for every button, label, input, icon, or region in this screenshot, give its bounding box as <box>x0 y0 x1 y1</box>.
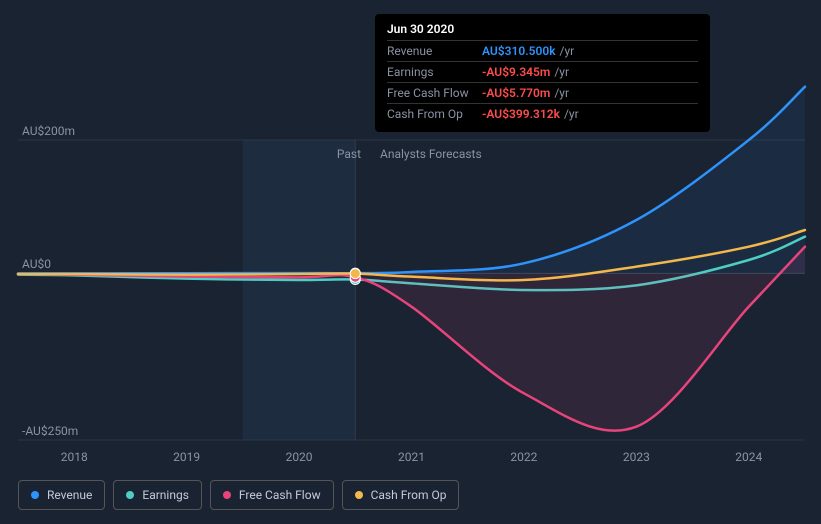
highlight-band <box>243 140 355 440</box>
x-axis-label: 2021 <box>398 450 425 464</box>
legend-item[interactable]: Cash From Op <box>342 480 460 510</box>
x-axis-label: 2019 <box>173 450 200 464</box>
past-label: Past <box>337 147 361 161</box>
legend-item[interactable]: Revenue <box>18 480 105 510</box>
tooltip-value: -AU$5.770m <box>482 86 550 100</box>
x-axis-label: 2020 <box>286 450 313 464</box>
x-axis-label: 2023 <box>623 450 650 464</box>
legend-label: Revenue <box>47 488 92 502</box>
legend: Revenue Earnings Free Cash Flow Cash From O… <box>18 480 459 510</box>
y-axis-label: -AU$250m <box>22 424 78 438</box>
tooltip-suffix: /yr <box>564 107 579 121</box>
y-axis-label: AU$200m <box>22 124 75 138</box>
tooltip-row: RevenueAU$310.500k/yr <box>387 40 698 61</box>
x-axis-label: 2018 <box>61 450 88 464</box>
legend-dot-icon <box>126 491 134 499</box>
legend-label: Cash From Op <box>371 488 447 502</box>
x-axis-label: 2022 <box>510 450 537 464</box>
tooltip-suffix: /yr <box>560 44 575 58</box>
legend-label: Earnings <box>142 488 189 502</box>
tooltip-value: AU$310.500k <box>482 44 556 58</box>
chart-container: Jun 30 2020 RevenueAU$310.500k/yrEarning… <box>0 0 821 524</box>
tooltip-label: Earnings <box>387 65 482 79</box>
tooltip-label: Revenue <box>387 44 482 58</box>
marker-dot[interactable] <box>350 269 360 279</box>
legend-label: Free Cash Flow <box>239 488 321 502</box>
tooltip-value: -AU$399.312k <box>482 107 560 121</box>
tooltip-row: Free Cash Flow-AU$5.770m/yr <box>387 82 698 103</box>
tooltip-label: Cash From Op <box>387 107 482 121</box>
chart-tooltip: Jun 30 2020 RevenueAU$310.500k/yrEarning… <box>375 14 710 132</box>
forecast-label: Analysts Forecasts <box>380 147 482 161</box>
y-axis-label: AU$0 <box>22 257 51 271</box>
tooltip-suffix: /yr <box>554 86 569 100</box>
tooltip-row: Cash From Op-AU$399.312k/yr <box>387 103 698 124</box>
legend-dot-icon <box>355 491 363 499</box>
x-axis-label: 2024 <box>735 450 762 464</box>
legend-item[interactable]: Earnings <box>113 480 202 510</box>
legend-dot-icon <box>31 491 39 499</box>
tooltip-date: Jun 30 2020 <box>387 22 698 36</box>
tooltip-label: Free Cash Flow <box>387 86 482 100</box>
legend-item[interactable]: Free Cash Flow <box>210 480 334 510</box>
tooltip-value: -AU$9.345m <box>482 65 550 79</box>
legend-dot-icon <box>223 491 231 499</box>
tooltip-suffix: /yr <box>554 65 569 79</box>
tooltip-row: Earnings-AU$9.345m/yr <box>387 61 698 82</box>
